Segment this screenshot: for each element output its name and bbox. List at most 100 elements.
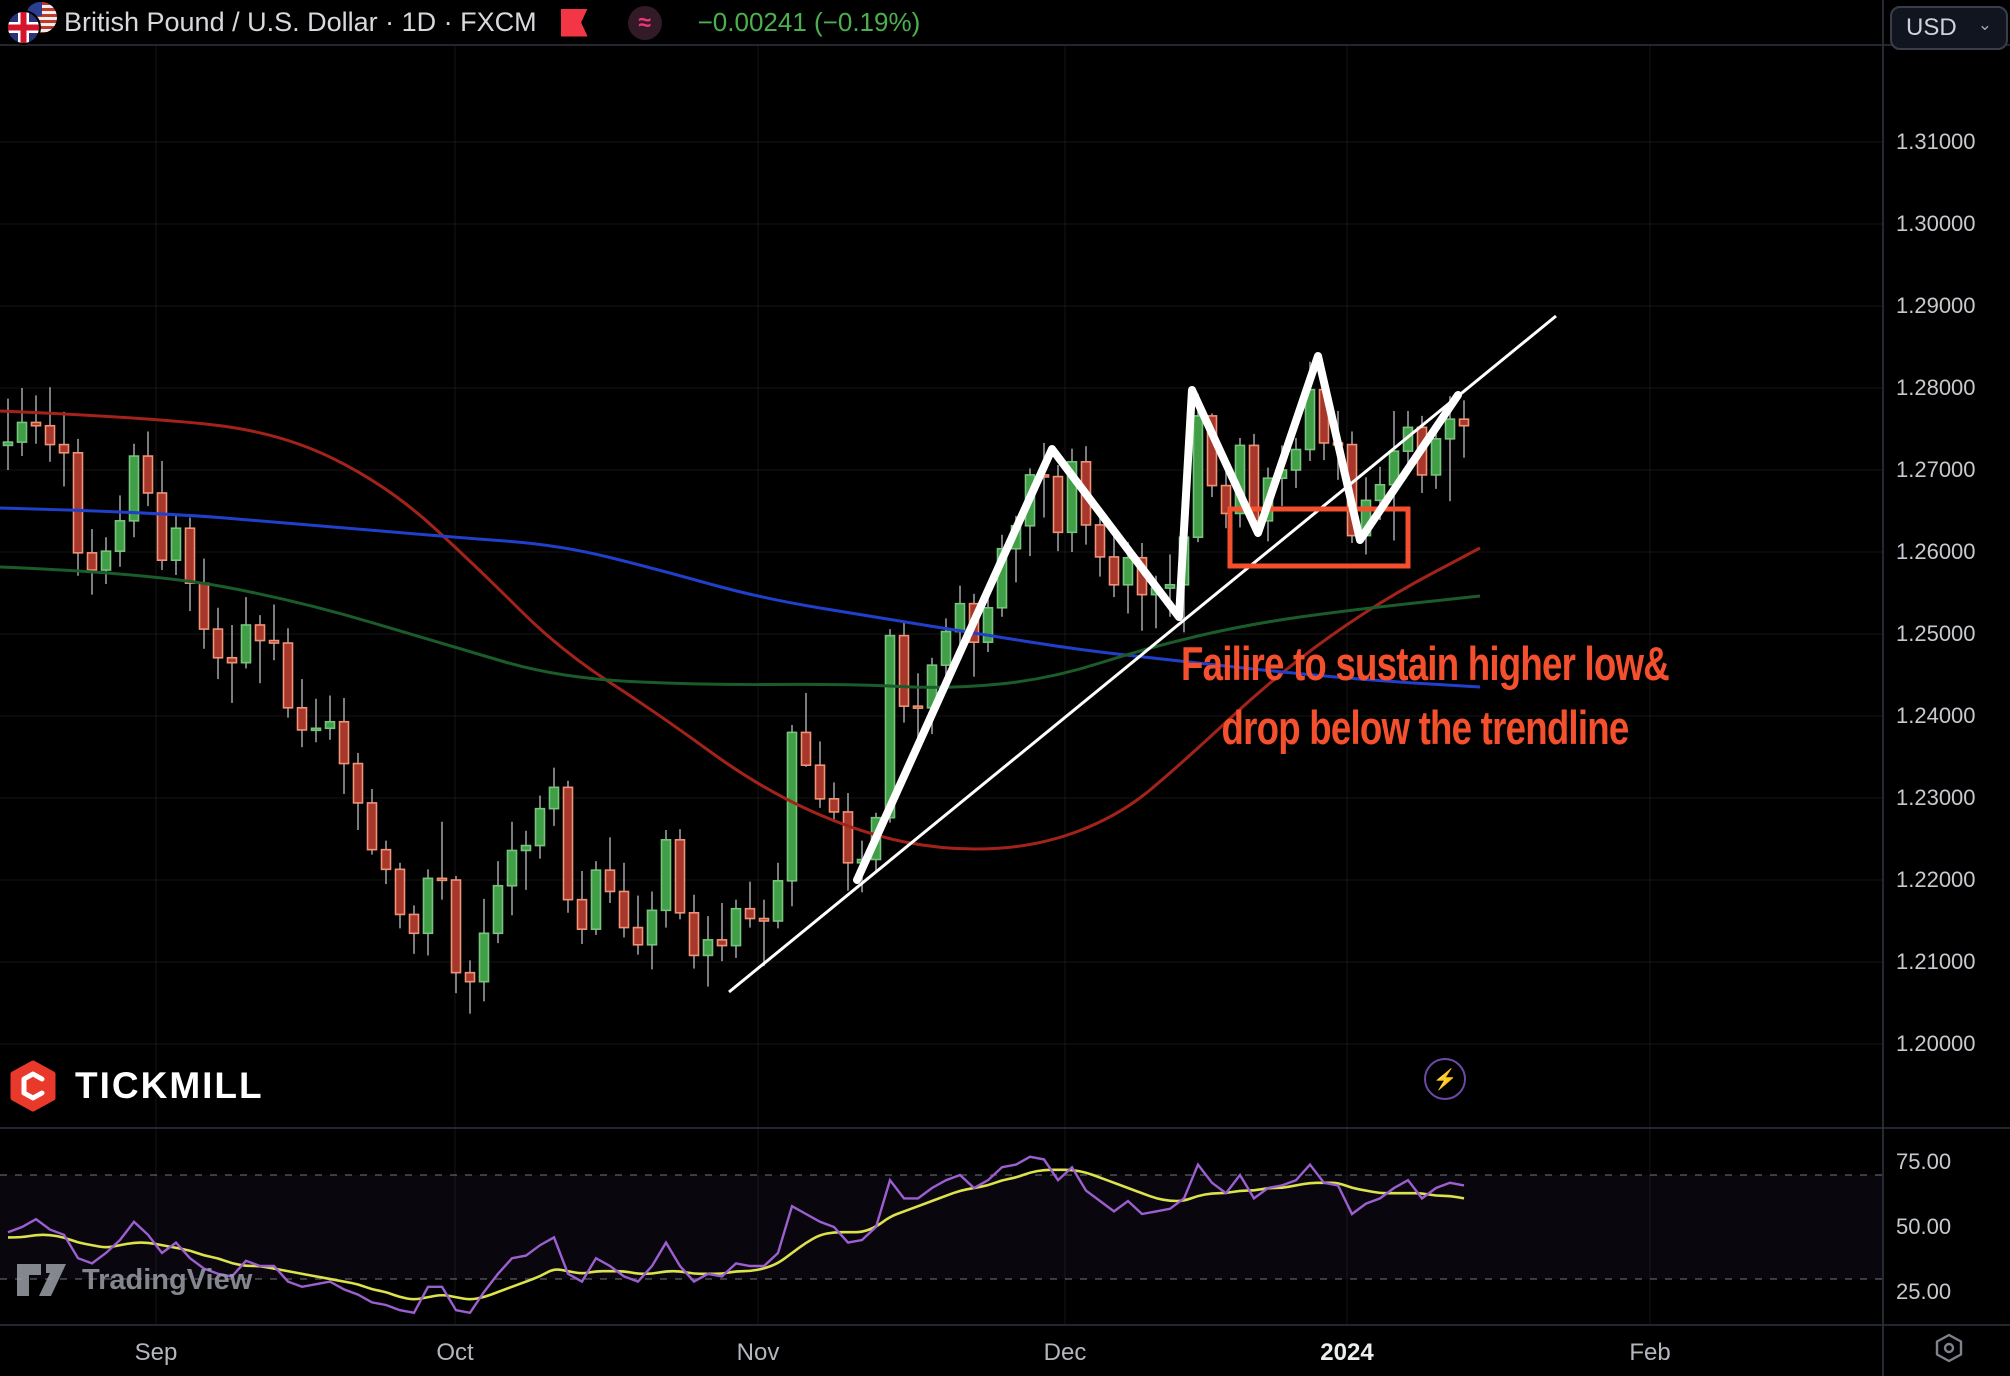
candle-body <box>1290 448 1302 471</box>
candle-body <box>338 720 350 765</box>
candle-body <box>422 877 434 935</box>
price-axis-label: 1.28000 <box>1896 375 1976 400</box>
flag-marker-icon[interactable] <box>560 8 588 37</box>
candle-body <box>534 807 546 847</box>
candle-body <box>646 909 658 946</box>
tradingview-logo-text: TradingView <box>82 1263 253 1296</box>
rsi-axis-label: 50.00 <box>1896 1214 1952 1239</box>
price-axis-label: 1.20000 <box>1896 1031 1976 1056</box>
trendline[interactable] <box>728 314 1557 994</box>
candle-body <box>506 849 518 887</box>
candle-body <box>562 786 574 901</box>
candle-body <box>156 492 168 561</box>
candle-body <box>394 868 406 916</box>
price-axis-label: 1.30000 <box>1896 211 1976 236</box>
highlight-rectangle[interactable] <box>1227 506 1411 569</box>
candle-body <box>366 802 378 851</box>
chevron-down-icon: ⌄ <box>1977 15 1992 34</box>
candle-body <box>604 869 616 893</box>
rsi-band <box>0 1175 1883 1279</box>
candle-body <box>800 731 812 767</box>
hexagon-settings-icon[interactable] <box>1932 1331 1966 1365</box>
candle-body <box>30 421 42 427</box>
candle-body <box>716 939 728 947</box>
price-axis-label: 1.31000 <box>1896 129 1976 154</box>
time-axis-label: Nov <box>736 1339 780 1366</box>
candle-body <box>1192 415 1204 539</box>
candle-body <box>436 877 448 882</box>
candle-body <box>1052 475 1064 534</box>
approx-icon[interactable]: ≈ <box>627 5 662 40</box>
ma-blue <box>0 506 1481 689</box>
candle-body <box>898 634 910 707</box>
candle-body <box>408 913 420 935</box>
price-axis-label: 1.21000 <box>1896 949 1976 974</box>
candle-body <box>296 706 308 731</box>
rsi-axis-label: 75.00 <box>1896 1149 1952 1174</box>
candle-body <box>590 869 602 930</box>
candle-body <box>1430 438 1442 476</box>
annotation-line1: Failire to sustain higher low& <box>1181 637 1670 690</box>
lightning-icon[interactable]: ⚡ <box>1424 1058 1466 1100</box>
price-axis-label: 1.22000 <box>1896 867 1976 892</box>
symbol-title[interactable]: British Pound / U.S. Dollar · 1D · FXCM <box>64 7 537 37</box>
zigzag-drawing[interactable] <box>853 352 1462 884</box>
currency-dropdown[interactable]: USD ⌄ <box>1890 6 2008 50</box>
candle-body <box>1374 483 1386 502</box>
candle-body <box>576 898 588 930</box>
candle-body <box>548 786 560 810</box>
candle-body <box>492 884 504 935</box>
candle-body <box>86 552 98 571</box>
candle-body <box>1108 556 1120 586</box>
candle-body <box>1444 418 1456 440</box>
candle-body <box>16 421 28 443</box>
time-axis-label: Feb <box>1629 1339 1671 1366</box>
rsi-axis-label: 25.00 <box>1896 1279 1952 1304</box>
tickmill-logo: TICKMILL <box>7 1060 264 1112</box>
candle-body <box>184 527 196 584</box>
candle-body <box>2 441 14 447</box>
candle-body <box>828 798 840 813</box>
price-axis-label: 1.25000 <box>1896 621 1976 646</box>
candle-body <box>744 907 756 920</box>
candle-body <box>632 926 644 946</box>
candle-body <box>198 582 210 630</box>
tickmill-hexagon-icon <box>10 1060 56 1112</box>
candle-body <box>310 727 322 732</box>
candle-body <box>464 971 476 983</box>
time-axis-label: Sep <box>134 1339 178 1366</box>
candle-body <box>786 731 798 882</box>
currency-dropdown-label: USD <box>1906 14 1957 41</box>
annotation-text: Failire to sustain higher low& drop belo… <box>1168 632 1683 760</box>
candle-body <box>72 451 84 554</box>
candle-body <box>100 550 112 571</box>
candle-body <box>814 764 826 800</box>
candle-body <box>352 762 364 804</box>
candle-body <box>170 527 182 561</box>
price-axis-label: 1.27000 <box>1896 457 1976 482</box>
candle-body <box>940 630 952 666</box>
candle-body <box>702 939 714 957</box>
candle-body <box>128 455 140 522</box>
ma-green <box>0 565 1481 689</box>
candle-body <box>212 628 224 659</box>
tradingview-logo[interactable]: TradingView <box>14 1260 252 1300</box>
candle-body <box>758 917 770 922</box>
candle-body <box>142 455 154 494</box>
ma-red <box>0 409 1481 851</box>
candle-body <box>660 839 672 912</box>
candle-body <box>226 656 238 664</box>
price-change-text: −0.00241 (−0.19%) <box>697 7 921 37</box>
price-axis-label: 1.23000 <box>1896 785 1976 810</box>
candle-body <box>1094 524 1106 558</box>
candle-body <box>688 911 700 957</box>
tradingview-icon <box>17 1264 66 1296</box>
price-axis-label: 1.26000 <box>1896 539 1976 564</box>
candle-body <box>380 848 392 871</box>
gbpusd-pair-flags-icon <box>0 0 62 45</box>
time-axis-label: 2024 <box>1320 1339 1374 1366</box>
candle-body <box>772 880 784 922</box>
candle-body <box>1220 484 1232 515</box>
